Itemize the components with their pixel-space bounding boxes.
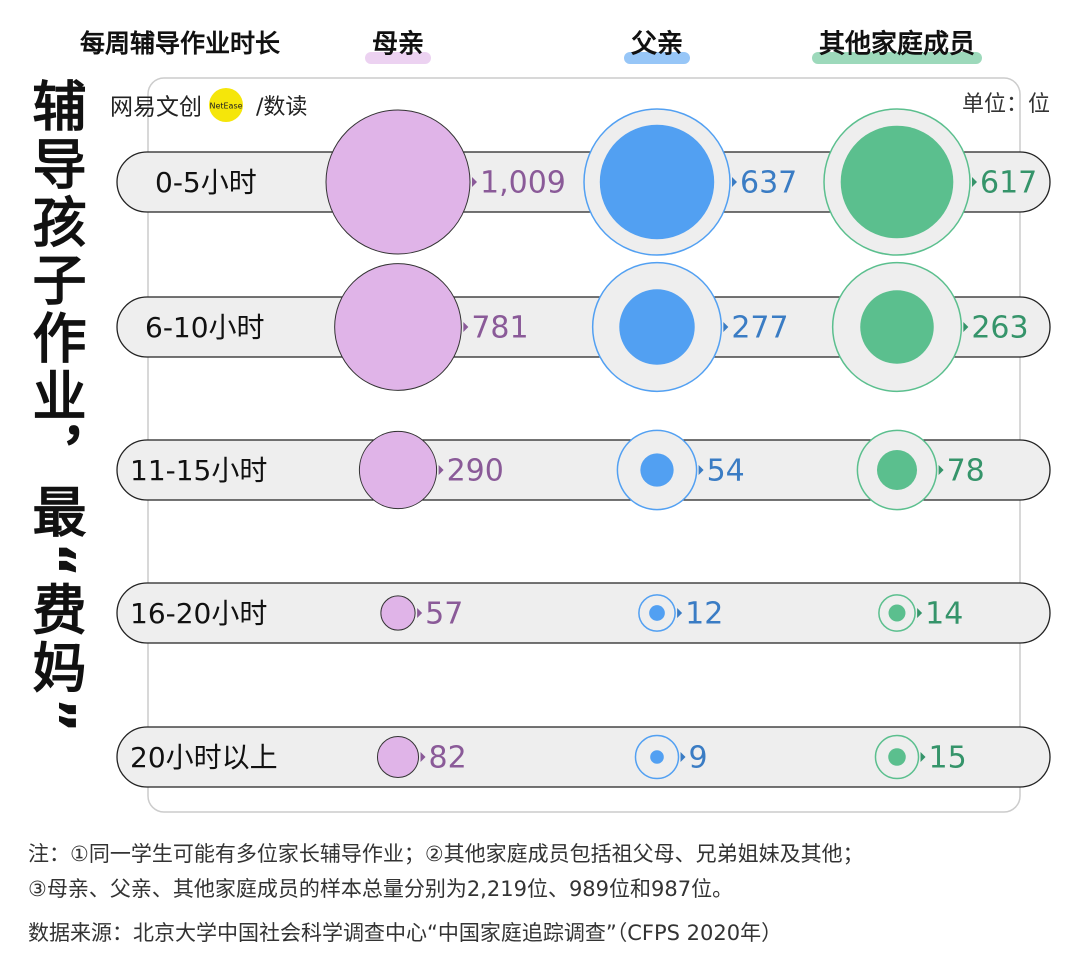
value-label: 781 (471, 311, 528, 346)
note: ③母亲、父亲、其他家庭成员的样本总量分别为2,219位、989位和987位。 (28, 877, 734, 901)
pointer (920, 752, 926, 762)
note: 注：①同一学生可能有多位家长辅导作业；②其他家庭成员包括祖父母、兄弟姐妹及其他； (28, 842, 864, 866)
value-label: 78 (947, 454, 985, 489)
value-label: 14 (925, 597, 963, 632)
bubble (840, 125, 954, 239)
pointer (463, 322, 469, 332)
value-label: 277 (731, 311, 788, 346)
brand-section: /数读 (256, 95, 307, 120)
bubble (640, 453, 674, 487)
chart-title: 辅导孩子作业，最“费妈” (23, 78, 86, 737)
pointer (438, 465, 444, 475)
category-label: 11-15小时 (130, 454, 267, 487)
pointer (732, 177, 737, 187)
value-label: 637 (740, 166, 797, 201)
row-band (116, 726, 1051, 788)
pointer (972, 177, 977, 187)
bubble (649, 605, 665, 621)
bubble (888, 604, 906, 622)
bubble (599, 124, 715, 240)
row-band (116, 582, 1051, 644)
bubble (650, 750, 664, 764)
pointer (698, 465, 704, 475)
value-label: 290 (447, 454, 504, 489)
pointer (917, 608, 923, 618)
category-label: 16-20小时 (130, 597, 267, 630)
bubble (888, 748, 906, 766)
pointer (417, 608, 423, 618)
category-label: 0-5小时 (155, 166, 257, 199)
value-label: 12 (685, 597, 723, 632)
unit: 单位：位 (962, 92, 1050, 117)
value-label: 57 (425, 597, 463, 632)
legend-swatch (365, 52, 431, 64)
bubble (860, 290, 934, 364)
value-label: 82 (429, 741, 467, 776)
bubble (334, 263, 462, 391)
legend-title: 每周辅导作业时长 (80, 29, 281, 58)
pointer (723, 322, 729, 332)
value-label: 617 (980, 166, 1037, 201)
bubble (619, 289, 695, 365)
value-label: 263 (971, 311, 1028, 346)
brand-badge: NetEase (209, 102, 242, 111)
legend-swatch (624, 52, 690, 64)
pointer (472, 177, 477, 187)
legend-swatch (812, 52, 982, 64)
pointer (963, 322, 969, 332)
bubble (876, 449, 918, 491)
pointer (680, 752, 686, 762)
brand: 网易文创 (110, 95, 202, 121)
bubble (358, 430, 438, 510)
value-label: 15 (929, 741, 967, 776)
value-label: 1,009 (480, 166, 566, 201)
pointer (420, 752, 426, 762)
legend-label: 母亲 (372, 30, 424, 60)
bubble (376, 735, 420, 779)
category-label: 20小时以上 (130, 741, 278, 774)
brand-dot (209, 88, 243, 122)
value-label: 9 (689, 741, 708, 776)
legend-label: 其他家庭成员 (819, 29, 975, 60)
source: 数据来源：北京大学中国社会科学调查中心“中国家庭追踪调查”（CFPS 2020年… (28, 921, 783, 945)
legend-label: 父亲 (631, 30, 683, 60)
value-label: 54 (707, 454, 745, 489)
bubble (325, 109, 471, 255)
chart: 每周辅导作业时长 单位：位 网易文创 NetEase /数读 母亲 父亲 其他家庭成… (80, 29, 1051, 813)
pointer (677, 608, 683, 618)
pointer (938, 465, 944, 475)
bubble (380, 595, 416, 631)
category-label: 6-10小时 (145, 311, 265, 344)
row-band (116, 439, 1051, 501)
